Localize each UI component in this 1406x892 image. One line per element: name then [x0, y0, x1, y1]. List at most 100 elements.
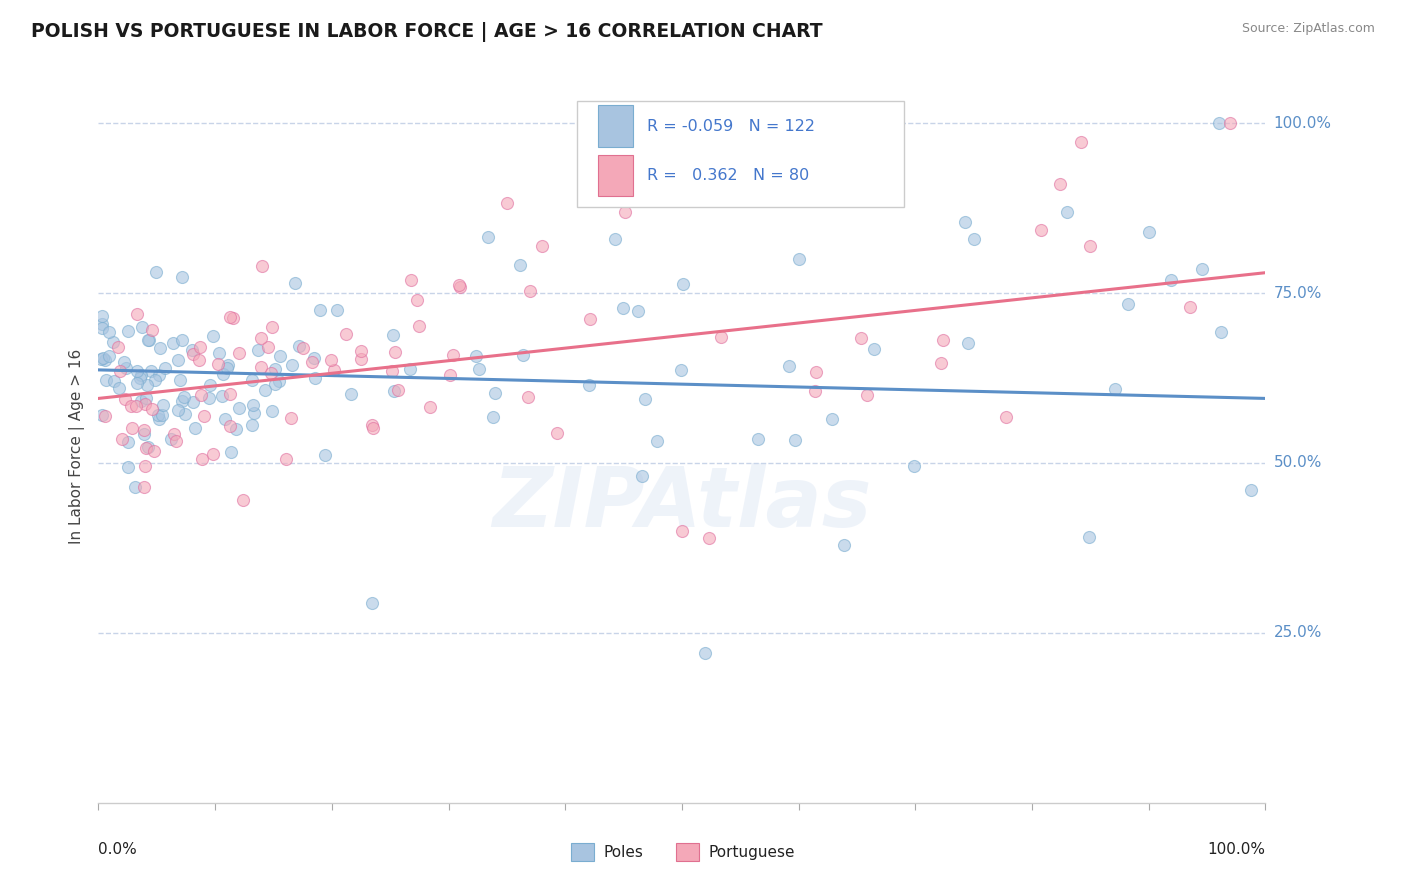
Point: [219, 419, 242, 434]
Point: [198, 391, 221, 405]
Point: [399, 361, 422, 376]
Point: [139, 364, 162, 378]
Point: [710, 329, 733, 343]
Point: [107, 340, 129, 354]
Point: [304, 370, 326, 384]
Point: [633, 392, 655, 407]
Point: [184, 421, 207, 435]
Point: [672, 277, 695, 292]
Point: [957, 336, 980, 351]
Point: [136, 333, 159, 347]
Point: [1219, 116, 1241, 130]
Point: [929, 356, 952, 370]
Point: [519, 284, 541, 298]
Point: [530, 238, 553, 252]
Point: [243, 406, 266, 420]
Point: [240, 373, 263, 387]
Point: [219, 445, 242, 459]
Point: [669, 363, 692, 377]
Point: [172, 270, 194, 285]
Point: [211, 389, 233, 403]
Point: [284, 276, 307, 290]
Point: [612, 301, 634, 316]
Point: [953, 215, 976, 229]
Point: [855, 387, 877, 401]
Point: [361, 596, 384, 610]
Point: [91, 317, 114, 331]
Point: [215, 360, 238, 375]
Point: [387, 383, 409, 397]
Point: [173, 391, 195, 405]
Point: [165, 434, 187, 448]
Point: [281, 358, 304, 372]
Point: [188, 340, 211, 354]
Point: [135, 441, 157, 455]
Point: [326, 302, 349, 317]
Point: [167, 352, 190, 367]
Point: [212, 367, 235, 381]
Point: [90, 320, 112, 334]
Point: [125, 364, 148, 378]
Point: [202, 328, 225, 343]
Point: [1160, 273, 1182, 287]
Point: [150, 409, 173, 423]
Point: [91, 408, 114, 422]
Text: R =   0.362   N = 80: R = 0.362 N = 80: [647, 169, 808, 183]
Point: [198, 378, 221, 392]
Point: [260, 404, 283, 418]
Point: [546, 425, 568, 440]
Point: [143, 374, 166, 388]
Point: [363, 421, 385, 435]
Point: [441, 348, 464, 362]
Point: [509, 258, 531, 272]
Point: [94, 353, 117, 368]
Point: [221, 311, 243, 326]
Point: [1078, 530, 1101, 544]
Point: [124, 480, 146, 494]
Point: [132, 479, 155, 493]
Point: [94, 409, 117, 423]
Point: [408, 318, 430, 333]
Point: [232, 492, 254, 507]
Point: [384, 345, 406, 359]
FancyBboxPatch shape: [598, 105, 633, 147]
Point: [1056, 204, 1078, 219]
Point: [301, 355, 323, 369]
Point: [995, 409, 1018, 424]
FancyBboxPatch shape: [571, 844, 595, 862]
Point: [217, 358, 239, 372]
Text: 100.0%: 100.0%: [1208, 842, 1265, 857]
Point: [851, 331, 873, 345]
Point: [1031, 223, 1053, 237]
Point: [484, 385, 506, 400]
Point: [605, 232, 627, 246]
Point: [141, 402, 163, 417]
Point: [512, 348, 534, 362]
Point: [202, 446, 225, 460]
Point: [264, 361, 287, 376]
Point: [159, 433, 181, 447]
Point: [785, 433, 807, 447]
Point: [169, 374, 191, 388]
Text: Poles: Poles: [603, 845, 644, 860]
Point: [181, 347, 204, 361]
Point: [97, 349, 120, 363]
FancyBboxPatch shape: [676, 844, 699, 862]
Point: [1208, 116, 1230, 130]
Point: [91, 351, 114, 365]
Point: [274, 451, 297, 466]
Point: [103, 374, 125, 388]
Point: [250, 331, 273, 345]
Point: [136, 377, 159, 392]
Point: [350, 351, 373, 366]
Point: [631, 469, 654, 483]
Point: [208, 345, 231, 359]
Point: [309, 302, 332, 317]
Point: [114, 392, 136, 407]
Point: [579, 312, 602, 326]
Point: [262, 320, 284, 334]
Point: [254, 384, 277, 398]
Point: [578, 378, 600, 392]
Point: [1191, 262, 1213, 277]
Point: [149, 341, 172, 355]
